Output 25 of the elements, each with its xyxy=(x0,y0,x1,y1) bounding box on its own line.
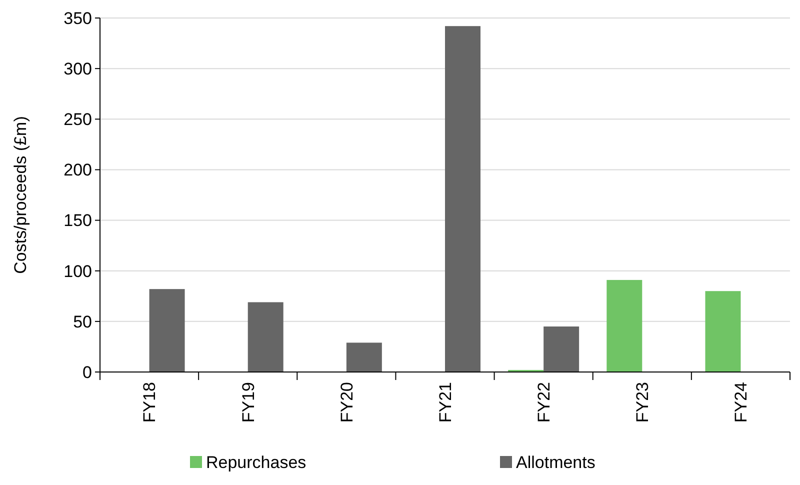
bar xyxy=(149,289,185,372)
y-tick-label: 100 xyxy=(64,262,92,281)
x-tick-label: FY24 xyxy=(732,382,751,423)
x-tick-label: FY18 xyxy=(140,382,160,423)
legend-label: Allotments xyxy=(516,452,596,472)
bar xyxy=(445,26,480,372)
bar xyxy=(248,302,284,372)
y-axis-title: Costs/proceeds (£m) xyxy=(11,116,30,274)
x-tick-label: FY20 xyxy=(337,382,356,423)
y-tick-label: 50 xyxy=(73,312,92,332)
x-tick-label: FY23 xyxy=(633,382,652,423)
y-tick-label: 0 xyxy=(82,362,92,382)
y-tick-label: 350 xyxy=(64,8,92,28)
bar xyxy=(705,291,741,372)
legend-label: Repurchases xyxy=(206,452,306,472)
y-tick-label: 300 xyxy=(64,60,92,79)
x-tick-label: FY21 xyxy=(436,382,455,423)
y-tick-label: 200 xyxy=(64,160,92,180)
bar xyxy=(346,342,382,372)
y-tick-label: 150 xyxy=(64,211,92,230)
x-tick-label: FY22 xyxy=(534,382,554,423)
bar xyxy=(606,280,642,372)
y-tick-label: 250 xyxy=(64,110,92,130)
bar xyxy=(544,326,580,372)
x-tick-label: FY19 xyxy=(238,382,258,423)
